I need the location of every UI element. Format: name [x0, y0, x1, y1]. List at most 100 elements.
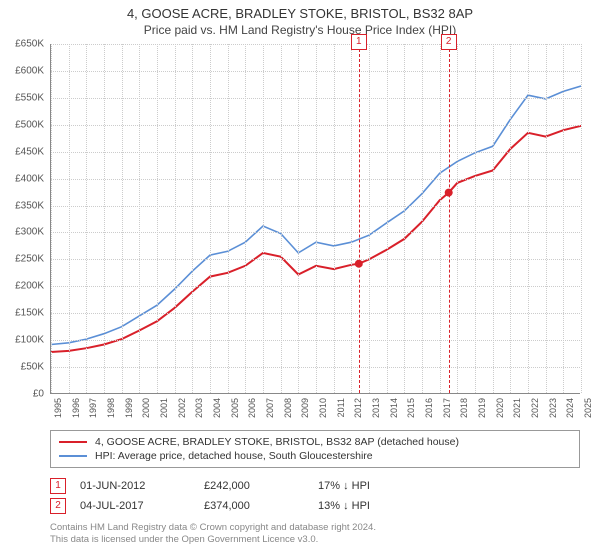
- transaction-badge: 2: [50, 498, 66, 514]
- ytick-label: £50K: [21, 362, 44, 373]
- gridline-v: [387, 44, 388, 393]
- legend-row: HPI: Average price, detached house, Sout…: [59, 449, 571, 463]
- transaction-row: 1 01-JUN-2012 £242,000 17% ↓ HPI: [50, 476, 580, 496]
- gridline-v: [457, 44, 458, 393]
- reference-badge: 2: [441, 34, 457, 50]
- reference-line: [449, 44, 450, 393]
- gridline-v: [104, 44, 105, 393]
- gridline-v: [298, 44, 299, 393]
- xtick-label: 1997: [88, 398, 98, 418]
- xtick-label: 2019: [477, 398, 487, 418]
- transaction-date: 04-JUL-2017: [80, 500, 190, 512]
- xtick-label: 2006: [247, 398, 257, 418]
- gridline-v: [175, 44, 176, 393]
- ytick-label: £500K: [15, 119, 44, 130]
- transaction-pct: 17% ↓ HPI: [318, 480, 438, 492]
- ytick-label: £150K: [15, 308, 44, 319]
- gridline-v: [546, 44, 547, 393]
- xtick-label: 1999: [124, 398, 134, 418]
- ytick-label: £200K: [15, 281, 44, 292]
- gridline-v: [369, 44, 370, 393]
- gridline-v: [316, 44, 317, 393]
- gridline-v: [157, 44, 158, 393]
- ytick-label: £100K: [15, 335, 44, 346]
- gridline-v: [440, 44, 441, 393]
- plot-region: 12: [50, 44, 580, 394]
- title-sub: Price paid vs. HM Land Registry's House …: [0, 23, 600, 37]
- legend-swatch: [59, 441, 87, 443]
- xtick-label: 2018: [459, 398, 469, 418]
- footer-attribution: Contains HM Land Registry data © Crown c…: [50, 522, 580, 546]
- gridline-v: [86, 44, 87, 393]
- xtick-label: 2009: [300, 398, 310, 418]
- gridline-v: [422, 44, 423, 393]
- xtick-label: 2008: [283, 398, 293, 418]
- xtick-label: 1998: [106, 398, 116, 418]
- xtick-label: 2004: [212, 398, 222, 418]
- ytick-label: £250K: [15, 254, 44, 265]
- xtick-label: 2010: [318, 398, 328, 418]
- xtick-label: 2003: [194, 398, 204, 418]
- xtick-label: 2015: [406, 398, 416, 418]
- gridline-v: [351, 44, 352, 393]
- xtick-label: 2017: [442, 398, 452, 418]
- xtick-label: 2023: [548, 398, 558, 418]
- gridline-v: [281, 44, 282, 393]
- ytick-label: £600K: [15, 65, 44, 76]
- xtick-label: 2013: [371, 398, 381, 418]
- ytick-label: £650K: [15, 39, 44, 50]
- xtick-label: 2005: [230, 398, 240, 418]
- gridline-v: [210, 44, 211, 393]
- gridline-v: [245, 44, 246, 393]
- gridline-v: [510, 44, 511, 393]
- ytick-label: £400K: [15, 173, 44, 184]
- xtick-label: 2025: [583, 398, 593, 418]
- legend-box: 4, GOOSE ACRE, BRADLEY STOKE, BRISTOL, B…: [50, 430, 580, 468]
- footer-line1: Contains HM Land Registry data © Crown c…: [50, 522, 580, 534]
- reference-badge: 1: [351, 34, 367, 50]
- reference-line: [359, 44, 360, 393]
- footer-line2: This data is licensed under the Open Gov…: [50, 534, 580, 546]
- xtick-label: 1996: [71, 398, 81, 418]
- gridline-v: [139, 44, 140, 393]
- xtick-label: 2011: [336, 398, 346, 417]
- gridline-v: [563, 44, 564, 393]
- gridline-v: [493, 44, 494, 393]
- xtick-label: 2000: [141, 398, 151, 418]
- transaction-price: £374,000: [204, 500, 304, 512]
- gridline-v: [581, 44, 582, 393]
- xtick-label: 2014: [389, 398, 399, 418]
- xtick-label: 2020: [495, 398, 505, 418]
- transaction-date: 01-JUN-2012: [80, 480, 190, 492]
- xtick-label: 2024: [565, 398, 575, 418]
- transaction-row: 2 04-JUL-2017 £374,000 13% ↓ HPI: [50, 496, 580, 516]
- ytick-label: £300K: [15, 227, 44, 238]
- transaction-price: £242,000: [204, 480, 304, 492]
- gridline-v: [69, 44, 70, 393]
- legend-label: 4, GOOSE ACRE, BRADLEY STOKE, BRISTOL, B…: [95, 436, 459, 448]
- gridline-v: [192, 44, 193, 393]
- legend-swatch: [59, 455, 87, 457]
- xtick-label: 2002: [177, 398, 187, 418]
- xtick-label: 2012: [353, 398, 363, 418]
- gridline-v: [122, 44, 123, 393]
- gridline-v: [334, 44, 335, 393]
- gridline-v: [263, 44, 264, 393]
- legend-row: 4, GOOSE ACRE, BRADLEY STOKE, BRISTOL, B…: [59, 435, 571, 449]
- xtick-label: 1995: [53, 398, 63, 418]
- xtick-label: 2016: [424, 398, 434, 418]
- ytick-label: £350K: [15, 200, 44, 211]
- xtick-label: 2022: [530, 398, 540, 418]
- gridline-v: [475, 44, 476, 393]
- transaction-badge: 1: [50, 478, 66, 494]
- chart-area: 12 £0£50K£100K£150K£200K£250K£300K£350K£…: [50, 44, 580, 394]
- gridline-v: [51, 44, 52, 393]
- transaction-pct: 13% ↓ HPI: [318, 500, 438, 512]
- transaction-table: 1 01-JUN-2012 £242,000 17% ↓ HPI 2 04-JUL-201…: [50, 476, 580, 516]
- ytick-label: £450K: [15, 146, 44, 157]
- legend-label: HPI: Average price, detached house, Sout…: [95, 450, 373, 462]
- ytick-label: £550K: [15, 92, 44, 103]
- ytick-label: £0: [33, 389, 44, 400]
- gridline-v: [404, 44, 405, 393]
- gridline-v: [528, 44, 529, 393]
